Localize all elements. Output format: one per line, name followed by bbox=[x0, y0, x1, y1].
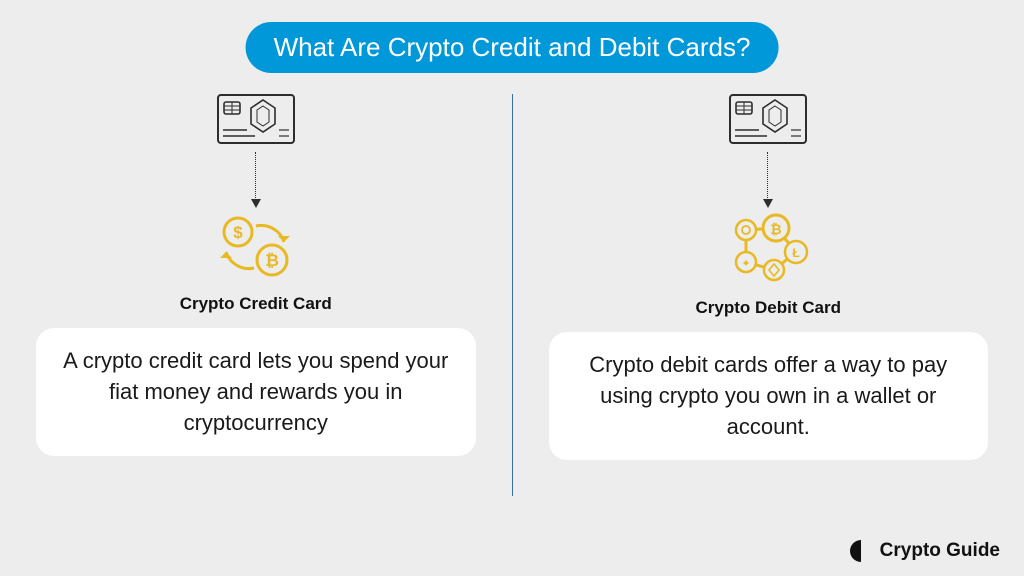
right-column: ₿ Ł ✦ Crypto Debit Card Crypto debit car… bbox=[513, 88, 1024, 520]
fiat-to-crypto-icon: $ ₿ bbox=[216, 212, 296, 282]
brand-logo-icon bbox=[850, 540, 872, 562]
brand-footer: Crypto Guide bbox=[850, 540, 1000, 562]
svg-text:Ł: Ł bbox=[793, 246, 800, 260]
svg-text:✦: ✦ bbox=[742, 258, 751, 270]
arrow-down-icon bbox=[767, 150, 769, 208]
left-column: $ ₿ Crypto Credit Card A crypto credit c… bbox=[0, 88, 512, 520]
svg-text:₿: ₿ bbox=[265, 251, 279, 270]
svg-text:₿: ₿ bbox=[771, 221, 782, 237]
left-subtitle: Crypto Credit Card bbox=[180, 294, 332, 314]
right-description-box: Crypto debit cards offer a way to pay us… bbox=[549, 332, 989, 460]
arrow-down-icon bbox=[255, 150, 257, 208]
page-title: What Are Crypto Credit and Debit Cards? bbox=[246, 22, 779, 73]
left-description-box: A crypto credit card lets you spend your… bbox=[36, 328, 476, 456]
brand-name: Crypto Guide bbox=[880, 540, 1000, 562]
svg-text:$: $ bbox=[233, 223, 243, 242]
card-chip-icon bbox=[729, 94, 807, 144]
right-subtitle: Crypto Debit Card bbox=[696, 298, 841, 318]
card-chip-icon bbox=[217, 94, 295, 144]
columns-wrapper: $ ₿ Crypto Credit Card A crypto credit c… bbox=[0, 88, 1024, 520]
crypto-coins-icon: ₿ Ł ✦ bbox=[720, 212, 816, 286]
